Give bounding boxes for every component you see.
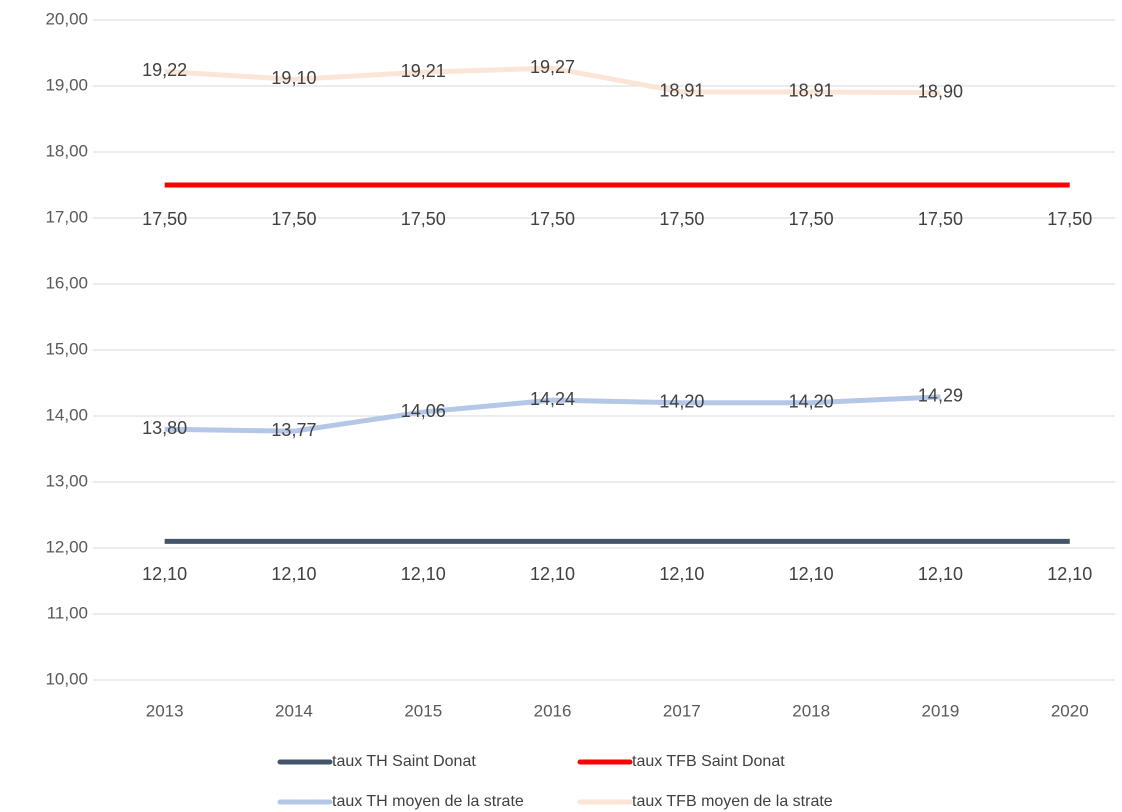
x-tick-label: 2016 <box>534 701 572 720</box>
y-tick-label: 17,00 <box>45 207 88 226</box>
data-label: 17,50 <box>918 209 963 229</box>
data-label: 17,50 <box>401 209 446 229</box>
data-label: 13,77 <box>271 420 316 440</box>
x-tick-label: 2020 <box>1051 701 1089 720</box>
data-label: 13,80 <box>142 418 187 438</box>
x-tick-label: 2013 <box>146 701 184 720</box>
data-label: 12,10 <box>401 564 446 584</box>
y-tick-label: 19,00 <box>45 75 88 94</box>
data-label: 18,91 <box>789 81 834 101</box>
data-label: 14,29 <box>918 386 963 406</box>
data-label: 19,21 <box>401 61 446 81</box>
y-tick-label: 18,00 <box>45 141 88 160</box>
data-label: 12,10 <box>789 564 834 584</box>
y-tick-label: 14,00 <box>45 405 88 424</box>
y-tick-label: 20,00 <box>45 9 88 28</box>
data-label: 14,20 <box>789 392 834 412</box>
x-tick-label: 2014 <box>275 701 313 720</box>
legend-label: taux TFB Saint Donat <box>632 753 785 770</box>
data-label: 17,50 <box>142 209 187 229</box>
data-label: 17,50 <box>659 209 704 229</box>
x-tick-label: 2018 <box>792 701 830 720</box>
y-tick-label: 15,00 <box>45 339 88 358</box>
y-tick-label: 10,00 <box>45 669 88 688</box>
data-label: 17,50 <box>530 209 575 229</box>
data-label: 19,27 <box>530 57 575 77</box>
y-tick-label: 12,00 <box>45 537 88 556</box>
data-label: 12,10 <box>142 564 187 584</box>
data-label: 19,22 <box>142 60 187 80</box>
data-label: 12,10 <box>918 564 963 584</box>
y-tick-label: 13,00 <box>45 471 88 490</box>
y-tick-label: 16,00 <box>45 273 88 292</box>
data-label: 12,10 <box>659 564 704 584</box>
data-label: 17,50 <box>1047 209 1092 229</box>
data-label: 18,91 <box>659 81 704 101</box>
series-line <box>164 394 941 434</box>
data-label: 17,50 <box>271 209 316 229</box>
x-tick-label: 2017 <box>663 701 701 720</box>
x-tick-label: 2015 <box>404 701 442 720</box>
data-label: 14,24 <box>530 389 575 409</box>
series-line <box>164 65 941 96</box>
data-label: 12,10 <box>530 564 575 584</box>
data-label: 14,06 <box>401 401 446 421</box>
legend-label: taux TH moyen de la strate <box>332 793 524 810</box>
y-tick-label: 11,00 <box>47 603 88 622</box>
data-label: 12,10 <box>271 564 316 584</box>
x-tick-label: 2019 <box>922 701 960 720</box>
data-label: 18,90 <box>918 81 963 101</box>
legend-label: taux TH Saint Donat <box>332 753 476 770</box>
data-label: 17,50 <box>789 209 834 229</box>
data-label: 12,10 <box>1047 564 1092 584</box>
data-label: 19,10 <box>271 68 316 88</box>
data-label: 14,20 <box>659 392 704 412</box>
legend-label: taux TFB moyen de la strate <box>632 793 833 810</box>
